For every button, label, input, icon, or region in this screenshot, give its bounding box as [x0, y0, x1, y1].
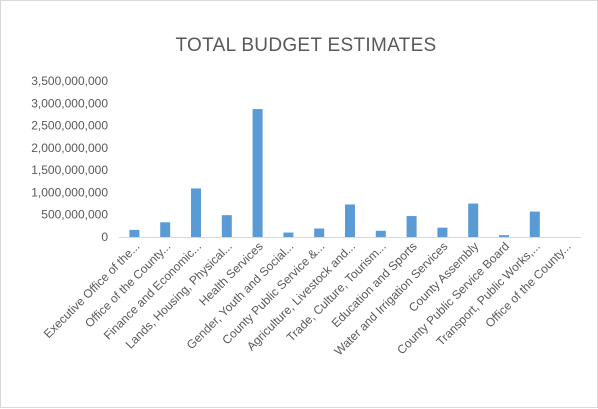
y-tick-label: 1,000,000,000	[31, 185, 108, 199]
bar	[406, 216, 417, 237]
bar	[468, 203, 479, 237]
bar	[375, 230, 386, 237]
bar	[160, 222, 171, 237]
x-axis: Executive Office of the...Office of the …	[41, 239, 574, 358]
chart-title: TOTAL BUDGET ESTIMATES	[175, 35, 436, 56]
y-axis: 0 500,000,000 1,000,000,000 1,500,000,000 2,…	[31, 74, 108, 244]
bar	[499, 235, 509, 237]
bar	[221, 215, 232, 237]
bar	[129, 229, 140, 237]
bar	[191, 188, 201, 237]
y-tick-label: 500,000,000	[41, 208, 108, 222]
y-tick-label: 0	[101, 230, 108, 244]
bar	[529, 211, 540, 237]
y-tick-label: 3,500,000,000	[31, 74, 108, 88]
y-tick-label: 2,000,000,000	[31, 141, 108, 155]
bar	[252, 109, 263, 237]
bar	[345, 204, 355, 237]
y-tick-label: 2,500,000,000	[31, 119, 108, 133]
bar	[437, 227, 448, 237]
bar	[283, 232, 294, 237]
y-tick-label: 1,500,000,000	[31, 163, 108, 177]
bar	[314, 228, 325, 237]
y-tick-label: 3,000,000,000	[31, 96, 108, 110]
bars	[129, 109, 540, 237]
